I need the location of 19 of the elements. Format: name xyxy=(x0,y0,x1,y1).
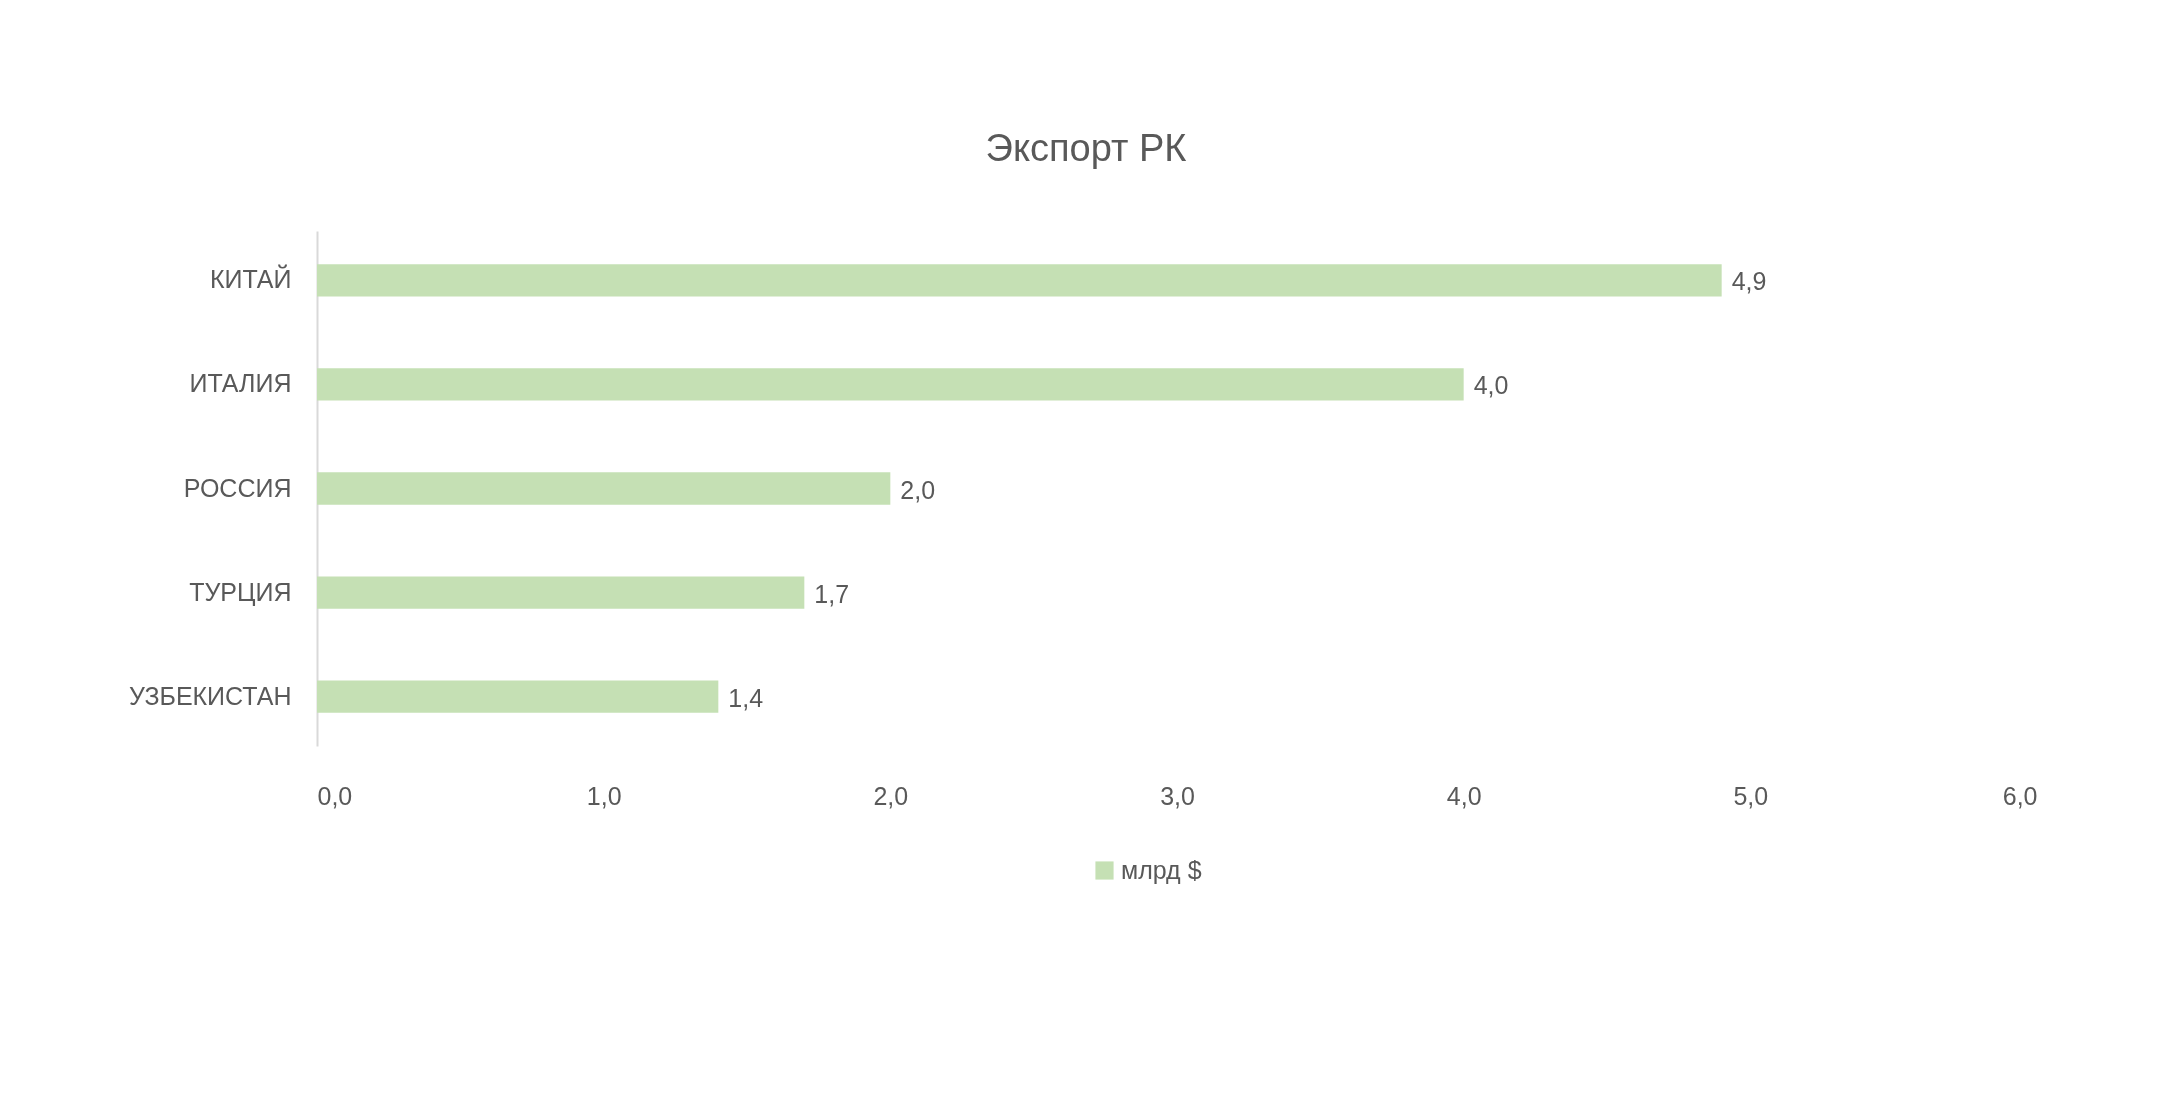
data-label: 1,7 xyxy=(814,579,850,608)
x-tick-label: 5,0 xyxy=(1733,781,1769,810)
y-tick-label: ИТАЛИЯ xyxy=(189,369,292,398)
y-tick-label: КИТАЙ xyxy=(209,264,292,294)
data-label: 4,0 xyxy=(1473,371,1509,400)
data-label: 1,4 xyxy=(728,683,764,712)
x-tick-label: 4,0 xyxy=(1446,781,1482,810)
x-tick-label: 0,0 xyxy=(317,781,353,810)
data-label: 2,0 xyxy=(900,475,936,504)
x-tick-label: 1,0 xyxy=(586,781,622,810)
x-tick-label: 2,0 xyxy=(873,781,909,810)
legend-label: млрд $ xyxy=(1121,855,1202,884)
y-tick-label: УЗБЕКИСТАН xyxy=(129,681,292,710)
y-tick-label: РОССИЯ xyxy=(183,473,292,502)
chart-title: Экспорт РК xyxy=(985,127,1187,169)
y-tick-label: ТУРЦИЯ xyxy=(189,577,292,606)
data-label: 4,9 xyxy=(1731,267,1767,296)
x-tick-label: 3,0 xyxy=(1160,781,1195,810)
x-tick-label: 6,0 xyxy=(2002,781,2038,810)
